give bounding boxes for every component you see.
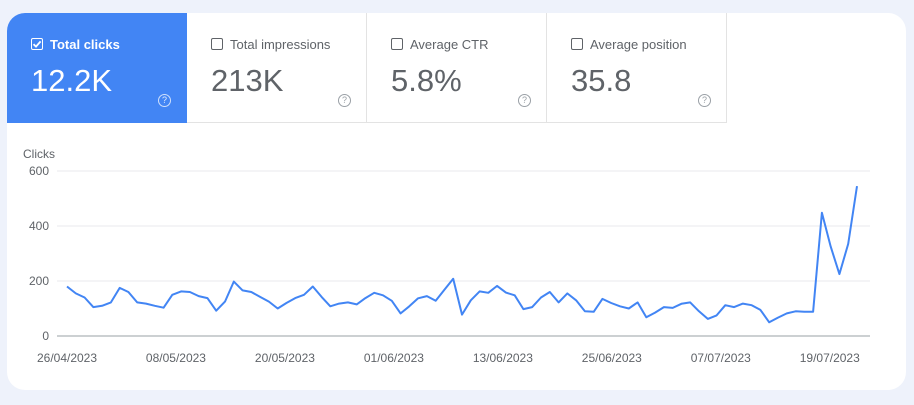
x-tick-label: 25/06/2023 <box>582 351 642 365</box>
checkmark-icon <box>32 40 42 48</box>
metric-label: Average CTR <box>410 37 489 52</box>
help-circle-icon[interactable]: ? <box>338 94 351 107</box>
metric-value: 213K <box>211 63 284 98</box>
y-axis-title: Clicks <box>23 147 55 161</box>
metric-tabs: Total clicks 12.2K ? Total impressions 2… <box>7 13 727 123</box>
x-tick-label: 01/06/2023 <box>364 351 424 365</box>
help-circle-icon[interactable]: ? <box>158 94 171 107</box>
help-circle-icon[interactable]: ? <box>518 94 531 107</box>
y-tick-label: 200 <box>29 274 49 288</box>
checkbox-icon[interactable] <box>571 38 583 50</box>
metric-label: Average position <box>590 37 687 52</box>
gridlines <box>57 170 870 337</box>
x-tick-label: 13/06/2023 <box>473 351 533 365</box>
clicks-line-chart: Clicks 600 400 200 0 26/04/2023 08/05/2023 20… <box>23 147 870 365</box>
x-tick-label: 08/05/2023 <box>146 351 206 365</box>
metric-value: 12.2K <box>31 63 113 98</box>
x-tick-label: 26/04/2023 <box>37 351 97 365</box>
checkbox-icon[interactable] <box>211 38 223 50</box>
average-ctr-metric[interactable]: Average CTR 5.8% ? <box>367 13 547 123</box>
x-tick-label: 19/07/2023 <box>800 351 860 365</box>
help-circle-icon[interactable]: ? <box>698 94 711 107</box>
y-tick-label: 400 <box>29 219 49 233</box>
checkbox-icon[interactable] <box>31 38 43 50</box>
y-axis-ticks: 600 400 200 0 <box>29 164 49 343</box>
x-tick-label: 20/05/2023 <box>255 351 315 365</box>
clicks-series-line[interactable] <box>66 185 858 324</box>
y-tick-label: 0 <box>42 329 49 343</box>
metric-label: Total impressions <box>230 37 331 52</box>
total-clicks-metric[interactable]: Total clicks 12.2K ? <box>7 13 187 123</box>
metric-label: Total clicks <box>50 37 120 52</box>
y-tick-label: 600 <box>29 164 49 178</box>
series-points <box>65 184 859 324</box>
x-axis-ticks: 26/04/2023 08/05/2023 20/05/2023 01/06/2023… <box>37 351 860 365</box>
performance-card: Total clicks 12.2K ? Total impressions 2… <box>7 13 906 390</box>
total-impressions-metric[interactable]: Total impressions 213K ? <box>187 13 367 123</box>
x-tick-label: 07/07/2023 <box>691 351 751 365</box>
checkbox-icon[interactable] <box>391 38 403 50</box>
average-position-metric[interactable]: Average position 35.8 ? <box>547 13 727 123</box>
metric-value: 5.8% <box>391 63 462 98</box>
metric-value: 35.8 <box>571 63 632 98</box>
